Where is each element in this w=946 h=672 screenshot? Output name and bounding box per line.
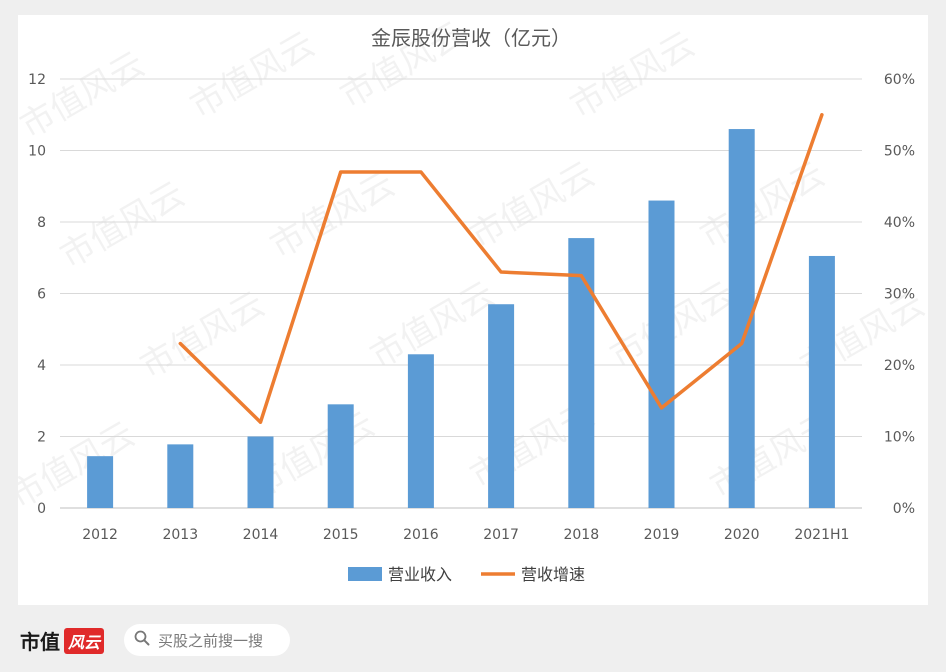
bar-revenue-2021H1 [808,255,835,508]
y-left-tick-label: 0 [37,501,46,517]
point-growth-2020 [740,342,744,346]
y-right-tick-label: 50% [884,144,915,160]
point-growth-2019 [660,406,663,410]
x-tick-label: 2012 [82,527,118,543]
point-growth-2014 [259,420,262,424]
x-tick-label: 2019 [644,527,680,543]
watermark-text: 市值风云 [264,164,402,267]
point-growth-2013 [178,342,182,346]
x-tick-label: 2017 [483,527,519,543]
y-left-tick-label: 12 [28,72,46,88]
legend-label-growth: 营收增速 [521,565,585,584]
chart-title: 金辰股份营收（亿元） [371,26,571,50]
y-right-tick-label: 0% [893,501,915,517]
point-growth-2016 [419,170,423,174]
watermark-text: 市值风云 [184,24,322,127]
search-bar[interactable]: 买股之前搜一搜 [124,624,290,656]
chart-card: 市值风云 市值风云 市值风云 市值风云 市值风云 市值风云 市值风云 市值风云 市值风云 市值风云… [18,15,928,605]
bar-revenue-2018 [568,238,595,508]
brand-badge: 风云 [64,627,105,654]
x-tick-label: 2016 [403,527,439,543]
point-growth-2018 [579,274,583,278]
legend-label-revenue: 营业收入 [388,565,452,584]
brand-text: 市值 [20,630,60,654]
y-right-tick-label: 30% [884,287,915,303]
x-tick-label: 2018 [563,527,599,543]
y-right-tick-label: 10% [884,430,915,446]
point-growth-2015 [339,170,343,174]
legend-swatch-revenue [348,567,382,581]
bar-revenue-2014 [247,436,274,508]
watermark-text: 市值风云 [694,154,832,257]
watermark-text: 市值风云 [18,44,151,147]
footer: 市值 风云 买股之前搜一搜 [0,610,946,672]
y-right-tick-label: 20% [884,358,915,374]
x-tick-label: 2021H1 [794,527,849,543]
search-icon [134,630,158,650]
search-placeholder: 买股之前搜一搜 [158,631,264,650]
watermark-text: 市值风云 [134,284,272,387]
y-left-tick-label: 6 [37,287,46,303]
bar-revenue-2015 [327,404,354,508]
point-growth-2021H1 [820,113,824,117]
bar-revenue-2012 [87,456,114,508]
x-tick-label: 2014 [243,527,279,543]
y-left-tick-label: 2 [37,430,46,446]
watermark-text: 市值风云 [564,24,702,127]
y-left-tick-label: 4 [37,358,46,374]
y-right-tick-label: 60% [884,72,915,88]
watermark-text: 市值风云 [54,174,192,277]
x-tick-label: 2013 [162,527,198,543]
bar-revenue-2019 [648,200,675,509]
x-tick-label: 2015 [323,527,359,543]
bar-revenue-2016 [407,354,434,508]
bar-revenue-2013 [167,444,194,508]
y-left-tick-label: 8 [37,215,46,231]
point-growth-2017 [499,270,503,274]
brand-logo[interactable]: 市值 风云 [20,626,105,655]
y-right-tick-label: 40% [884,215,915,231]
bar-revenue-2017 [488,304,515,508]
y-left-tick-label: 10 [28,144,46,160]
x-tick-label: 2020 [724,527,760,543]
